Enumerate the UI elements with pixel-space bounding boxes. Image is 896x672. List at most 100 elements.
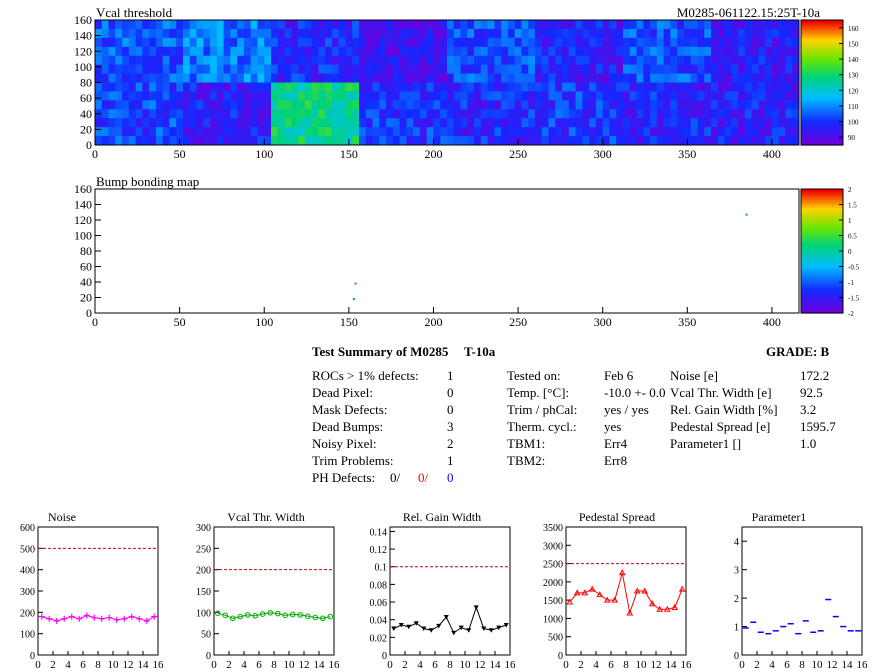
vcal-heatmap-cell [189, 136, 198, 145]
vcal-heatmap-cell [399, 20, 407, 30]
vcal-heatmap-cell [562, 127, 570, 137]
vcal-heatmap-cell [237, 20, 245, 30]
vcal-heatmap-cell [670, 73, 678, 83]
vcal-heatmap-cell [331, 37, 340, 48]
vcal-heatmap-cell [440, 91, 448, 101]
rel-gain-width-x-tick-label: 14 [490, 659, 502, 671]
vcal-heatmap-cell [595, 46, 604, 57]
vcal-heatmap-cell [609, 127, 617, 137]
defect-value: 1 [447, 368, 454, 383]
vcal-heatmap-cell [582, 28, 590, 39]
pedestal-spread-x-tick-label: 16 [681, 659, 693, 671]
rel-gain-width-frame [389, 526, 511, 656]
pedestal-spread-point [596, 591, 604, 598]
vcal-heatmap-cell [738, 37, 746, 48]
vcal-heatmap-cell [203, 55, 211, 66]
vcal-heatmap-cell [575, 100, 583, 110]
vcal-heatmap-cell [487, 73, 495, 83]
defect-label: Noisy Pixel: [312, 436, 377, 451]
vcal-heatmap-cell [474, 20, 482, 30]
vcal-heatmap-cell [541, 20, 550, 30]
vcal-heatmap-cell [555, 73, 563, 83]
vcal-heatmap-cell [379, 28, 387, 39]
vcal-heatmap-cell [291, 127, 299, 137]
vcal-heatmap-cell [169, 20, 177, 30]
vcal-heatmap-cell [697, 20, 705, 30]
vcal-heatmap-cell [514, 118, 522, 128]
vcal-heatmap-cell [359, 82, 367, 92]
vcal-heatmap-cell [467, 127, 475, 137]
vcal-heatmap-cell [318, 37, 326, 48]
bump-point [352, 298, 355, 301]
bump-zscale-band [801, 290, 843, 293]
vcal-heatmap-cell [311, 37, 319, 48]
vcal-heatmap-cell [183, 28, 191, 39]
vcal-heatmap-cell [196, 100, 204, 110]
vcal-heatmap-cell [778, 100, 786, 110]
vcal-heatmap-cell [210, 46, 218, 57]
vcal-heatmap-cell [758, 64, 766, 75]
vcal-heatmap-cell [318, 28, 326, 39]
vcal-heatmap-cell [751, 82, 759, 92]
vcal-heatmap-cell [535, 109, 543, 119]
bump-x-tick-label: 200 [424, 315, 442, 329]
vcal-heatmap-cell [325, 46, 333, 57]
vcal-heatmap-cell [318, 100, 326, 110]
vcal-heatmap-cell [183, 127, 191, 137]
vcal-heatmap-cell [521, 37, 529, 48]
vcal-heatmap-cell [683, 64, 692, 75]
vcal-heatmap-cell [223, 46, 231, 57]
vcal-heatmap-cell [487, 55, 495, 66]
vcal-heatmap-cell [778, 109, 786, 119]
vcal-heatmap-cell [582, 82, 590, 92]
vcal-heatmap-cell [758, 20, 766, 30]
vcal-heatmap-cell [406, 109, 414, 119]
parameter1-y-tick-label: 3 [734, 566, 739, 577]
vcal-heatmap-cell [751, 20, 759, 30]
vcal-heatmap-cell [162, 82, 170, 92]
vcal-heatmap-cell [771, 109, 780, 119]
vcal-heatmap-cell [196, 127, 204, 137]
vcal-heatmap-cell [203, 118, 211, 128]
vcal-heatmap-cell [243, 100, 252, 110]
vcal-heatmap-cell [311, 136, 319, 145]
vcal-heatmap-cell [744, 127, 753, 137]
vcal-heatmap-cell [738, 46, 746, 57]
vcal-heatmap-cell [785, 82, 793, 92]
vcal-heatmap-cell [101, 37, 110, 48]
vcal-heatmap-cell [264, 55, 272, 66]
vcal-heatmap-cell [467, 55, 475, 66]
vcal-heatmap-cell [399, 64, 407, 75]
vcal-heatmap-cell [122, 100, 130, 110]
vcal-heatmap-cell [738, 91, 746, 101]
vcal-heatmap-cell [595, 136, 604, 145]
vcal-heatmap-cell [765, 28, 773, 39]
vcal-heatmap-cell [122, 20, 130, 30]
vcal-heatmap-cell [711, 55, 719, 66]
summary-temp-tag: T-10a [464, 344, 496, 359]
vcal-heatmap-cell [704, 100, 712, 110]
vcal-heatmap-cell [237, 136, 245, 145]
vcal-heatmap-cell [406, 127, 414, 137]
vcal-heatmap-cell [169, 46, 177, 57]
vcal-heatmap-cell [792, 73, 799, 83]
vcal-heatmap-cell [230, 127, 238, 137]
vcal-heatmap-cell [392, 136, 401, 145]
noise-point [128, 613, 135, 620]
vcal-heatmap-cell [176, 127, 184, 137]
vcal-heatmap-cell [325, 73, 333, 83]
vcal-heatmap-cell [568, 37, 577, 48]
vcal-heatmap-cell [751, 28, 759, 39]
vcal-heatmap-cell [643, 37, 651, 48]
defect-value: 3 [447, 419, 454, 434]
vcal-heatmap-cell [643, 82, 651, 92]
noise-point [113, 616, 120, 623]
vcal-heatmap-cell [724, 55, 732, 66]
vcal-heatmap-cell [474, 46, 482, 57]
vcal-heatmap-cell [210, 127, 218, 137]
vcal-heatmap-cell [149, 20, 157, 30]
vcal-heatmap-cell [122, 136, 130, 145]
vcal-heatmap-cell [203, 82, 211, 92]
vcal-heatmap-cell [108, 109, 116, 119]
vcal-heatmap-cell [650, 91, 658, 101]
